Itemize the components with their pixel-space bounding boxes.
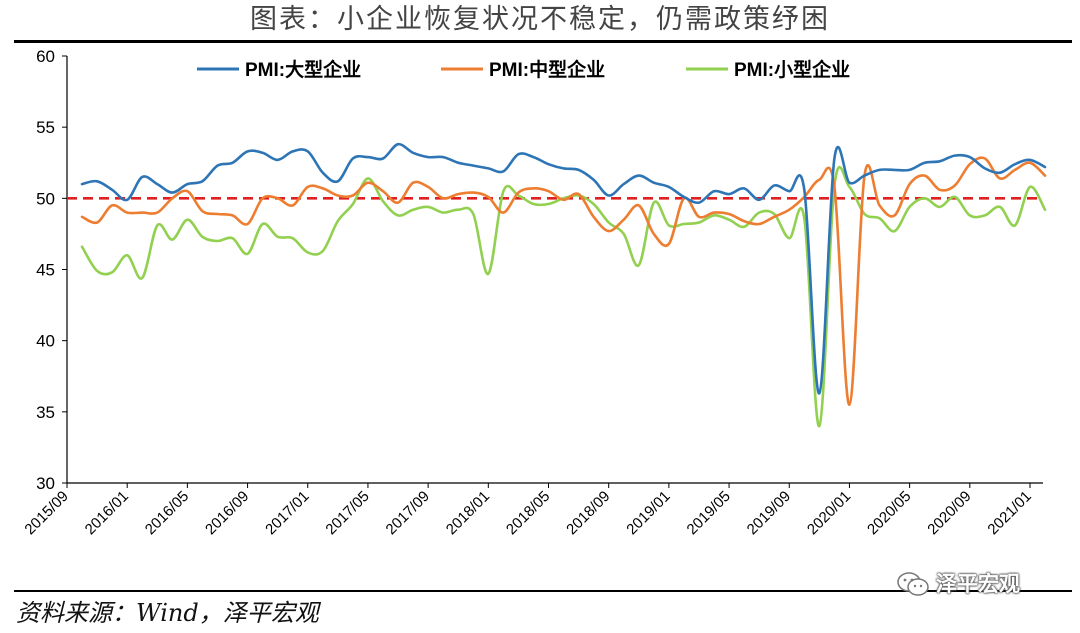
wechat-icon bbox=[897, 572, 929, 596]
chart-legend: PMI:大型企业 PMI:中型企业 PMI:小型企业 bbox=[197, 58, 850, 81]
legend-label: PMI:大型企业 bbox=[245, 58, 361, 81]
x-tick-label: 2016/09 bbox=[202, 488, 252, 538]
series-group bbox=[80, 142, 1047, 428]
x-tick-label: 2020/05 bbox=[864, 488, 914, 538]
x-tick-label: 2016/01 bbox=[82, 488, 132, 538]
y-tick-label: 30 bbox=[36, 474, 55, 493]
x-tick-label: 2017/01 bbox=[262, 488, 312, 538]
x-tick-label: 2018/01 bbox=[443, 488, 493, 538]
x-tick-label: 2018/09 bbox=[563, 488, 613, 538]
y-tick-label: 40 bbox=[36, 332, 55, 351]
y-tick-label: 45 bbox=[36, 261, 55, 280]
bottom-rule bbox=[14, 590, 1072, 592]
legend-label: PMI:小型企业 bbox=[734, 58, 850, 81]
x-tick-label: 2017/09 bbox=[383, 488, 433, 538]
x-tick-label: 2019/05 bbox=[684, 488, 734, 538]
y-tick-label: 35 bbox=[36, 403, 55, 422]
x-tick-label: 2019/01 bbox=[623, 488, 673, 538]
series-line-medium bbox=[80, 156, 1047, 407]
x-tick-label: 2019/09 bbox=[744, 488, 794, 538]
chart-axes: 30 35 40 45 50 55 60 2015/09 2016/01 2016/05 2016/… bbox=[21, 47, 1043, 538]
watermark-text: 泽平宏观 bbox=[936, 572, 1020, 596]
top-rule bbox=[14, 40, 1072, 43]
series-line-large bbox=[80, 142, 1047, 395]
source-note: 资料来源：Wind，泽平宏观 bbox=[16, 599, 319, 627]
x-tick-label: 2020/09 bbox=[924, 488, 974, 538]
watermark: 泽平宏观 bbox=[896, 568, 1020, 600]
page-title: 图表：小企业恢复状况不稳定，仍需政策纾困 bbox=[250, 4, 830, 35]
y-tick-label: 55 bbox=[36, 118, 55, 137]
x-tick-label: 2017/05 bbox=[322, 488, 372, 538]
x-tick-label: 2016/05 bbox=[142, 488, 192, 538]
x-tick-label: 2021/01 bbox=[984, 488, 1034, 538]
x-tick-label: 2020/01 bbox=[804, 488, 854, 538]
legend-label: PMI:中型企业 bbox=[489, 58, 605, 81]
y-tick-label: 60 bbox=[36, 47, 55, 66]
x-tick-label: 2015/09 bbox=[21, 488, 71, 538]
x-tick-label: 2018/05 bbox=[503, 488, 553, 538]
y-tick-label: 50 bbox=[36, 189, 55, 208]
series-line-small bbox=[80, 166, 1047, 428]
